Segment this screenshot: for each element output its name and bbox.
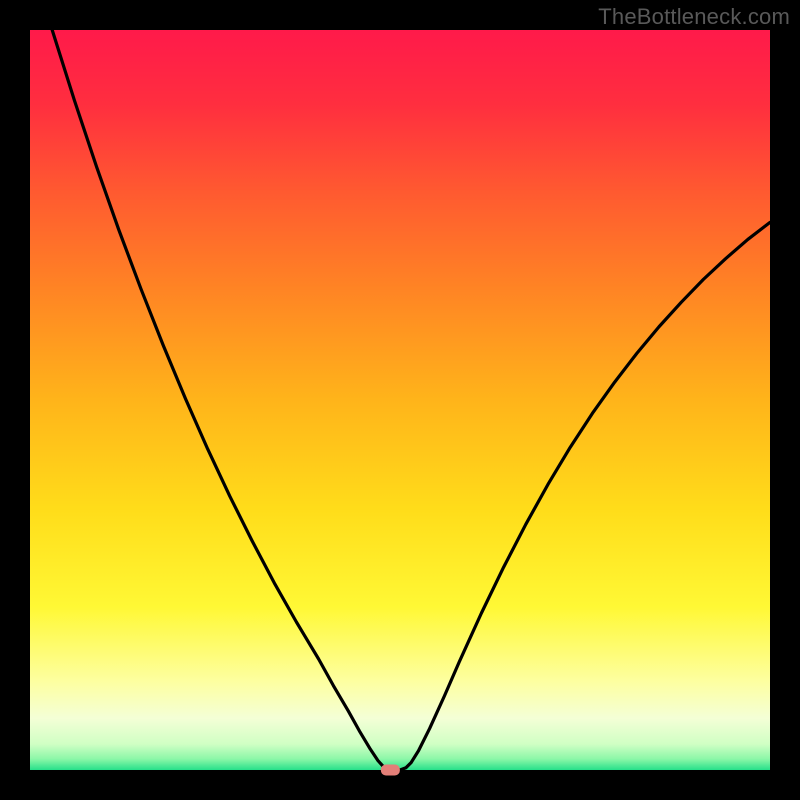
plot-background: [30, 30, 770, 770]
chart-svg: [0, 0, 800, 800]
optimum-marker: [381, 765, 400, 776]
watermark-text: TheBottleneck.com: [598, 4, 790, 30]
chart-container: TheBottleneck.com: [0, 0, 800, 800]
